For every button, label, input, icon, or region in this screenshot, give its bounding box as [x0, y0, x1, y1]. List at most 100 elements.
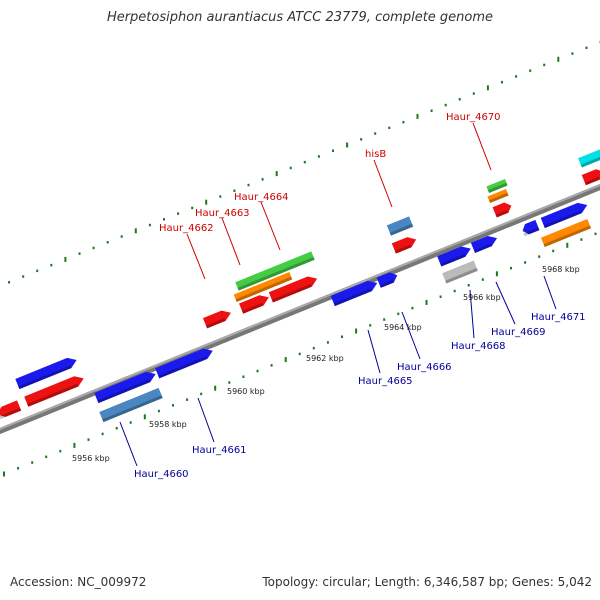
gene-haur-4663-body — [239, 295, 269, 314]
gene-haur-4663-orange[interactable] — [233, 272, 293, 302]
gene-haur-4669[interactable] — [470, 233, 499, 253]
gene-hisb-steel[interactable] — [386, 216, 414, 236]
gene-haur-4665[interactable] — [330, 278, 380, 307]
gene-haur-4665-body — [330, 280, 378, 307]
leader-haur-4666 — [401, 311, 421, 360]
gene-haur-4665-shade — [333, 288, 372, 307]
upper-ruler-tick — [444, 103, 447, 107]
gene-left-red-2-shade — [27, 383, 79, 407]
gene-left-red-2[interactable] — [24, 373, 86, 407]
gene-haur-4664-body — [268, 276, 318, 303]
gene-haur-4661-a[interactable] — [94, 369, 157, 404]
gene-haur-4664-green-shade — [237, 256, 315, 291]
upper-ruler-tick — [219, 195, 222, 198]
upper-ruler-tick — [360, 138, 363, 141]
lower-ruler-tick — [580, 238, 583, 241]
gene-label-haur-4660[interactable]: Haur_4660 — [134, 469, 189, 480]
leader-haur-4660 — [119, 421, 138, 467]
gene-label-haur-4668[interactable]: Haur_4668 — [451, 341, 506, 352]
upper-ruler-tick — [50, 263, 53, 267]
gene-label-hisb[interactable]: hisB — [365, 149, 386, 160]
gene-haur-4668-gray[interactable] — [442, 260, 478, 284]
gene-haur-4662-body — [202, 310, 231, 329]
gene-haur-4666[interactable] — [376, 270, 400, 288]
gene-label-haur-4661[interactable]: Haur_4661 — [192, 445, 247, 456]
lower-ruler-tick — [115, 427, 118, 430]
gene-label-haur-4671[interactable]: Haur_4671 — [531, 312, 586, 323]
gene-haur-4661-b-shade — [158, 356, 208, 379]
gene-right-cyan[interactable] — [578, 148, 600, 168]
gene-haur-4670-green-body — [486, 178, 508, 194]
upper-ruler-tick — [585, 46, 588, 50]
gene-haur-4671-blue[interactable] — [540, 200, 590, 229]
lower-ruler-tick — [228, 381, 231, 384]
gene-haur-4670-green[interactable] — [486, 178, 508, 194]
gene-haur-4671-small[interactable] — [521, 219, 540, 237]
gene-haur-4670-orange-shade — [488, 192, 509, 204]
lower-ruler-tick — [59, 449, 62, 453]
leader-haur-4664 — [260, 201, 281, 251]
gene-hisb[interactable] — [391, 234, 418, 254]
lower-ruler-tick — [495, 271, 498, 277]
upper-ruler-tick — [163, 218, 165, 221]
label-leaders — [119, 122, 557, 467]
gene-haur-4671-small-shade — [523, 227, 540, 237]
scale-label-5968: 5968 kbp — [542, 265, 580, 274]
lower-ruler-tick — [172, 404, 174, 407]
upper-ruler-tick — [64, 256, 67, 262]
gene-haur-4664[interactable] — [268, 273, 319, 303]
upper-ruler-tick — [472, 92, 475, 95]
leader-haur-4669 — [495, 281, 516, 325]
gene-haur-4661-b[interactable] — [155, 346, 215, 379]
upper-ruler-tick — [346, 142, 349, 148]
genome-info-text: Topology: circular; Length: 6,346,587 bp… — [262, 575, 592, 589]
gene-haur-4670-orange[interactable] — [487, 188, 509, 204]
gene-label-haur-4670[interactable]: Haur_4670 — [446, 112, 501, 123]
upper-ruler-tick — [36, 269, 39, 273]
upper-ruler-tick — [275, 171, 278, 177]
leader-haur-4662 — [186, 233, 206, 280]
upper-ruler-tick — [501, 80, 503, 84]
gene-left-red-1-body — [0, 400, 22, 417]
gene-haur-4664-green-body — [235, 251, 315, 291]
gene-hisb-body — [391, 237, 417, 254]
gene-haur-4671-orange-shade — [543, 225, 592, 248]
gene-haur-4660-shade — [102, 395, 163, 423]
gene-haur-4660-body — [99, 387, 163, 423]
upper-ruler-tick — [317, 155, 320, 158]
lower-ruler-tick — [397, 312, 400, 316]
gene-haur-4662[interactable] — [202, 308, 233, 329]
gene-label-haur-4664[interactable]: Haur_4664 — [234, 192, 289, 203]
lower-ruler-tick — [411, 306, 414, 310]
gene-haur-4668-blue-shade — [440, 253, 466, 267]
backbone-line — [0, 183, 600, 435]
gene-label-haur-4665[interactable]: Haur_4665 — [358, 376, 413, 387]
gene-right-red[interactable] — [581, 167, 600, 186]
upper-ruler-tick — [92, 246, 95, 250]
gene-haur-4670-red[interactable] — [492, 201, 514, 218]
lower-ruler-tick — [270, 364, 273, 367]
gene-label-haur-4666[interactable]: Haur_4666 — [397, 362, 452, 373]
gene-haur-4663-orange-shade — [235, 276, 293, 302]
gene-haur-4664-green[interactable] — [235, 251, 315, 291]
gene-label-haur-4663[interactable]: Haur_4663 — [195, 208, 250, 219]
gene-right-red-body — [581, 169, 600, 186]
gene-haur-4661-a-shade — [97, 379, 151, 404]
gene-left-red-1[interactable] — [0, 400, 22, 420]
gene-haur-4664-shade — [271, 283, 312, 303]
gene-left-red-1-shade — [0, 407, 22, 420]
gene-haur-4668-blue[interactable] — [437, 244, 473, 267]
gene-haur-4671-orange[interactable] — [540, 218, 592, 248]
gene-haur-4671-blue-shade — [543, 210, 582, 229]
gene-haur-4663[interactable] — [239, 292, 271, 314]
gene-haur-4662-shade — [205, 318, 226, 329]
tick-marks — [3, 40, 600, 477]
gene-haur-4660[interactable] — [99, 387, 163, 423]
lower-ruler-tick — [538, 255, 541, 258]
lower-ruler-tick — [326, 341, 329, 344]
gene-label-haur-4662[interactable]: Haur_4662 — [159, 223, 214, 234]
upper-ruler-tick — [458, 98, 461, 101]
gene-label-haur-4669[interactable]: Haur_4669 — [491, 327, 546, 338]
gene-left-blue[interactable] — [15, 355, 78, 390]
upper-ruler-tick — [416, 113, 419, 119]
